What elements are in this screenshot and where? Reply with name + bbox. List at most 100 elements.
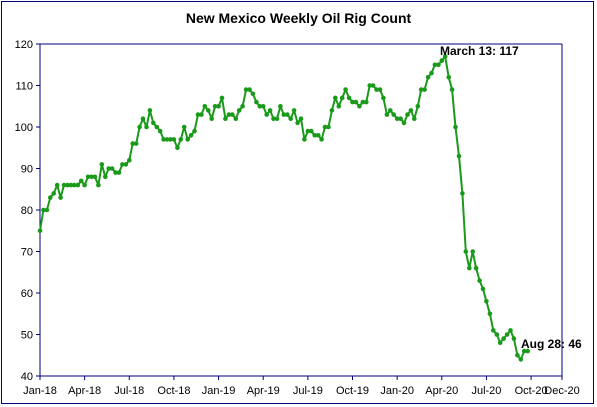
data-point <box>202 104 208 109</box>
data-point <box>453 124 458 130</box>
data-point <box>367 83 373 88</box>
data-point <box>343 87 348 92</box>
data-point <box>374 87 379 92</box>
data-point <box>144 124 149 130</box>
data-point <box>65 182 70 188</box>
data-point <box>350 99 355 105</box>
data-point <box>274 116 280 121</box>
data-point <box>123 162 129 167</box>
data-point <box>504 332 510 337</box>
data-point <box>384 112 390 117</box>
data-point <box>518 357 524 362</box>
data-point <box>339 95 345 101</box>
series-layer <box>37 54 530 362</box>
data-point <box>360 99 366 105</box>
data-point <box>89 174 94 180</box>
y-tick-label: 90 <box>21 164 33 176</box>
data-point <box>216 104 221 109</box>
data-point <box>157 128 163 134</box>
data-point <box>164 137 170 142</box>
annotation-peak: March 13: 117 <box>440 44 519 58</box>
data-point <box>96 182 101 188</box>
data-point <box>521 348 527 354</box>
data-point <box>151 120 156 126</box>
y-tick-label: 70 <box>21 247 33 259</box>
data-point <box>501 336 506 341</box>
data-point <box>178 137 184 142</box>
x-tick-label: Jan-18 <box>23 385 57 397</box>
data-point <box>254 99 259 105</box>
data-point <box>185 137 190 142</box>
data-point <box>295 120 300 126</box>
data-point <box>391 112 397 117</box>
y-tick-label: 110 <box>15 81 33 93</box>
x-tick-label: Apr-19 <box>247 385 280 397</box>
data-point <box>181 124 187 130</box>
data-point <box>288 116 294 121</box>
data-point <box>92 174 98 180</box>
data-point <box>497 340 503 346</box>
data-point <box>99 162 105 167</box>
data-point <box>175 145 180 151</box>
data-point <box>336 104 342 109</box>
data-point <box>78 178 84 184</box>
data-point <box>370 83 376 88</box>
data-point <box>109 166 115 171</box>
data-point <box>398 116 403 121</box>
y-tick-label: 80 <box>21 205 33 217</box>
data-point <box>312 133 318 138</box>
data-point <box>116 170 122 175</box>
data-point <box>250 91 256 97</box>
data-point <box>491 328 496 333</box>
data-point <box>230 112 235 117</box>
data-point <box>223 116 228 121</box>
x-tick-label: Jul-19 <box>293 385 323 397</box>
data-point <box>429 70 434 76</box>
data-point <box>120 162 125 167</box>
data-point <box>326 124 331 130</box>
data-point <box>58 195 63 200</box>
data-point <box>278 104 283 109</box>
data-point <box>285 112 290 117</box>
data-point <box>494 332 500 337</box>
x-tick-label: Jan-19 <box>202 385 236 397</box>
data-point <box>357 104 362 109</box>
data-point <box>291 108 297 113</box>
data-point <box>388 108 393 113</box>
data-point <box>467 265 472 271</box>
x-tick-label: Jan-20 <box>380 385 414 397</box>
data-point <box>309 128 314 134</box>
data-point <box>418 87 424 92</box>
data-point <box>381 95 386 101</box>
y-tick-label: 60 <box>21 288 33 300</box>
data-point <box>271 116 276 121</box>
data-point <box>353 99 359 105</box>
data-point <box>154 124 160 130</box>
data-point <box>267 108 273 113</box>
data-point <box>322 124 328 130</box>
series-line <box>39 55 528 361</box>
data-point <box>82 182 87 188</box>
x-tick-label: Oct-19 <box>336 385 369 397</box>
data-point <box>240 104 245 109</box>
data-point <box>106 166 111 171</box>
x-tick-label: Apr-18 <box>68 385 101 397</box>
data-point <box>436 62 441 68</box>
data-point <box>68 182 74 188</box>
data-point <box>446 74 452 80</box>
data-point <box>449 87 455 92</box>
data-point <box>456 153 462 159</box>
data-point <box>405 112 410 117</box>
data-point <box>48 195 53 200</box>
data-point <box>439 58 445 63</box>
x-tick-label: Jul-20 <box>471 385 501 397</box>
data-point <box>127 157 132 163</box>
data-point <box>425 74 431 80</box>
data-point <box>412 116 417 121</box>
data-point <box>233 116 239 121</box>
data-point <box>171 137 177 142</box>
data-point <box>168 137 173 142</box>
data-point <box>133 141 139 146</box>
y-tick-label: 100 <box>15 122 33 134</box>
